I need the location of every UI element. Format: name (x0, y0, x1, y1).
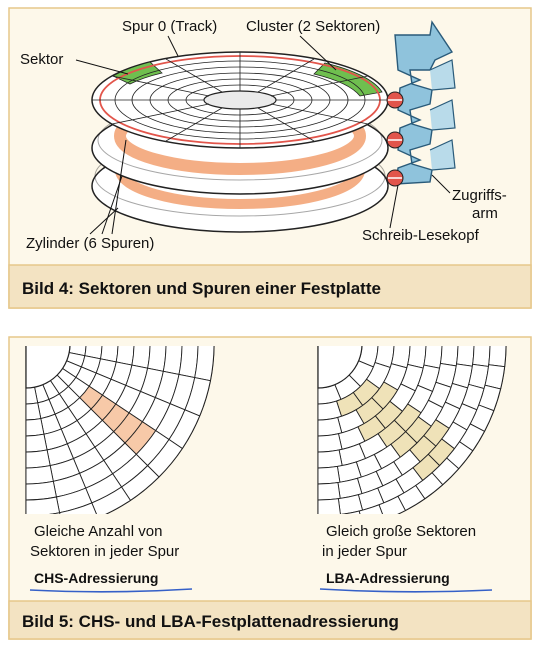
chs-underline (29, 588, 193, 593)
sector-cell (91, 486, 132, 514)
label-cluster: Cluster (2 Sektoren) (246, 18, 380, 35)
sector-cell (25, 418, 45, 437)
figure-4-caption: Bild 4: Sektoren und Spuren einer Festpl… (22, 279, 381, 298)
sector-cell (25, 402, 42, 421)
sector-cell (115, 346, 135, 366)
sector-cell (178, 346, 199, 379)
chs-text-2: Sektoren in jeder Spur (30, 543, 179, 560)
sector-cell (456, 346, 475, 367)
hub (25, 346, 71, 389)
chs-text-1: Gleiche Anzahl von (34, 523, 162, 540)
figure-4: Bild 4: Sektoren und Spuren einer Festpl… (8, 7, 532, 309)
sector-cell (439, 346, 459, 367)
label-zugriffsarm-1: Zugriffs- (452, 187, 507, 204)
platter-top (91, 51, 389, 149)
figure-5-caption-bar (8, 600, 532, 640)
sector-cell (194, 346, 215, 382)
sector-cell (317, 449, 343, 469)
sector-cell (25, 480, 57, 501)
sector-cell (25, 433, 48, 453)
sector-cell (488, 346, 507, 368)
label-zugriffsarm-2: arm (472, 205, 498, 222)
label-spur0: Spur 0 (Track) (122, 18, 217, 35)
lba-text-2: in jeder Spur (322, 543, 407, 560)
lba-diagram (317, 346, 507, 514)
lba-text-1: Gleich große Sektoren (326, 523, 476, 540)
sector-cell (25, 496, 61, 514)
sector-cell (407, 346, 427, 369)
sector-cell (472, 346, 491, 367)
sector-cell (162, 346, 183, 375)
sector-cell (317, 482, 341, 501)
hub (317, 346, 363, 389)
chs-label: CHS-Adressierung (34, 570, 158, 586)
lba-label: LBA-Adressierung (326, 570, 450, 586)
sector-cell (378, 495, 406, 514)
sector-cell (340, 510, 361, 514)
sector-cell (48, 512, 61, 514)
sector-cell (317, 498, 341, 514)
label-zylinder: Zylinder (6 Spuren) (26, 235, 154, 252)
sector-cell (317, 416, 343, 437)
sector-cell (131, 346, 151, 369)
sector-cell (317, 465, 341, 485)
chs-diagram (25, 346, 215, 514)
sector-cell (25, 465, 54, 485)
label-schreib-lesekopf: Schreib-Lesekopf (362, 227, 480, 244)
sector-cell (59, 502, 97, 514)
lba-underline (319, 588, 493, 593)
sector-cell (317, 433, 343, 453)
cluster-green (313, 62, 383, 97)
figure-5: Bild 5: CHS- und LBA-Festplattenadressie… (8, 336, 532, 640)
figure-5-caption: Bild 5: CHS- und LBA-Festplattenadressie… (22, 612, 399, 631)
sector-cell (25, 449, 51, 469)
sector-cell (147, 346, 167, 372)
sector-cell (358, 504, 383, 514)
arm-body (394, 20, 454, 185)
read-write-heads (386, 91, 404, 187)
sector-cell (423, 346, 443, 369)
figure-4-caption-bar (8, 264, 532, 309)
sector-cell (484, 364, 506, 390)
label-sektor: Sektor (20, 51, 63, 68)
access-arm (386, 20, 456, 187)
